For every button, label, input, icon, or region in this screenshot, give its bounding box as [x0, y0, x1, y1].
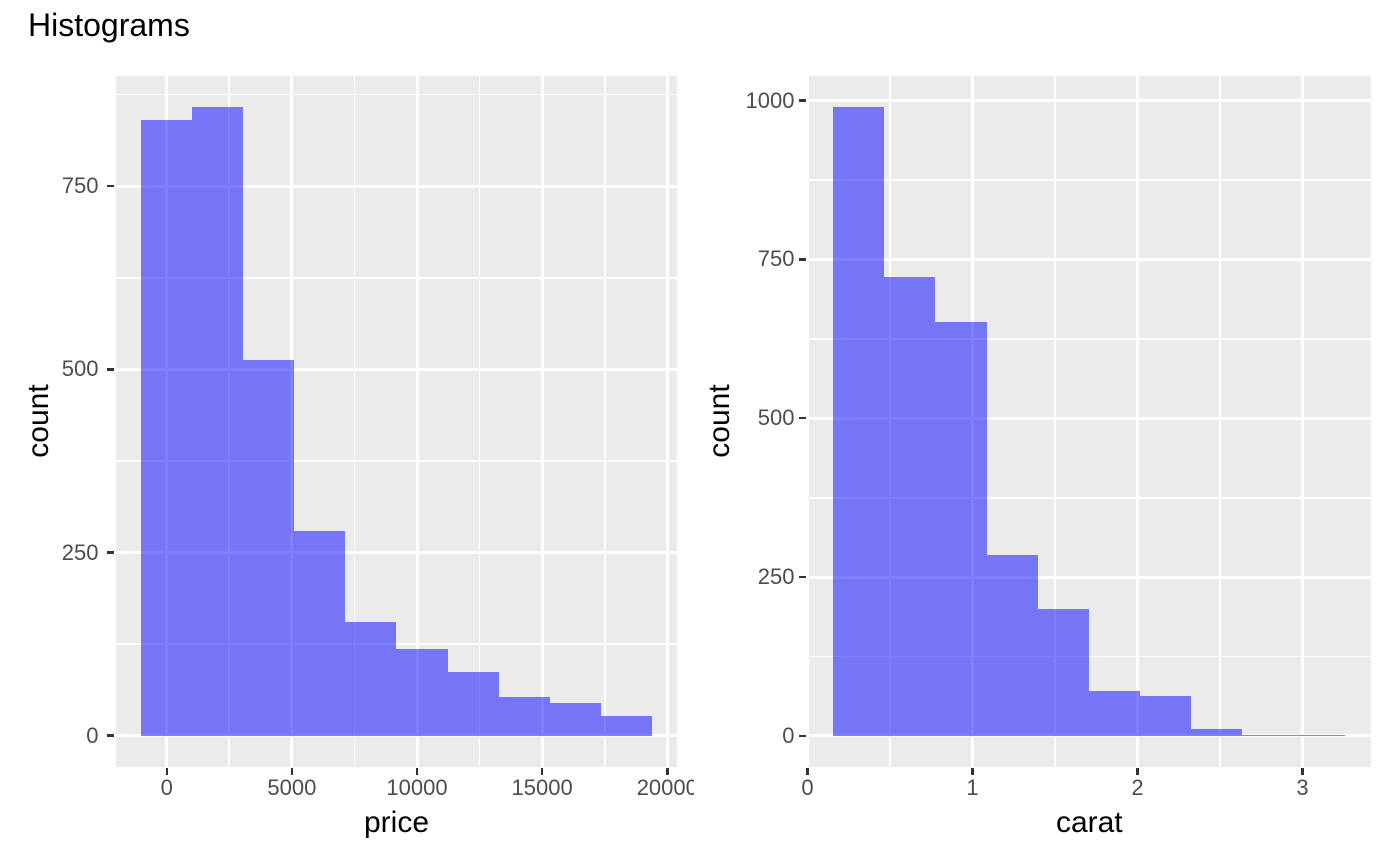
histogram-bar [1242, 734, 1294, 736]
y-tick-mark [799, 99, 806, 102]
x-major-gridline [807, 75, 809, 768]
carat-histogram-plot: count carat 0 1 2 3 0 250 500 750 1000 [700, 0, 1400, 866]
histogram-bar [986, 554, 1038, 736]
y-minor-gridline [115, 460, 678, 462]
histogram-bar [294, 530, 346, 736]
y-tick-mark [799, 416, 806, 420]
x-minor-gridline [1219, 75, 1221, 768]
histogram-bar [1293, 734, 1345, 736]
x-tick-label: 1 [966, 775, 979, 801]
plot-title: Histograms [28, 7, 190, 43]
y-tick-mark [799, 575, 806, 579]
histogram-bar [1037, 608, 1089, 736]
x-tick-mark [806, 768, 809, 775]
y-minor-gridline [115, 276, 678, 279]
y-tick-mark [799, 258, 806, 261]
histogram-bar [549, 703, 601, 736]
price-histogram-plot: count price 0 5000 10000 15000 20000 0 250 500 7… [0, 0, 694, 866]
y-minor-gridline [807, 496, 1371, 499]
x-tick-label: 15000 [511, 775, 573, 801]
histogram-bar [141, 120, 193, 736]
y-tick-label: 500 [757, 405, 795, 431]
x-tick-label: 5000 [267, 775, 317, 801]
y-minor-gridline [807, 337, 1371, 340]
histogram-bar [884, 277, 936, 736]
y-major-gridline [807, 575, 1371, 579]
x-tick-label: 3 [1296, 775, 1309, 801]
x-minor-gridline [353, 75, 356, 768]
x-tick-mark [666, 768, 669, 775]
y-major-gridline [807, 257, 1371, 261]
y-tick-label: 1000 [745, 87, 795, 113]
histogram-bar [498, 696, 550, 736]
y-major-gridline [115, 734, 678, 738]
x-minor-gridline [603, 75, 606, 768]
y-minor-gridline [115, 643, 678, 645]
x-major-gridline [1301, 75, 1305, 768]
x-major-gridline [1136, 75, 1139, 768]
x-major-gridline [415, 75, 419, 768]
histogram-bar [935, 322, 987, 736]
x-tick-label: 2 [1131, 775, 1144, 801]
x-tick-mark [290, 768, 294, 775]
y-minor-gridline [115, 93, 678, 96]
histogram-bar [243, 359, 295, 736]
x-tick-mark [971, 768, 974, 775]
y-tick-mark [107, 734, 114, 737]
histogram-bar [1088, 691, 1140, 736]
histogram-bar [1191, 728, 1243, 736]
y-tick-mark [799, 734, 806, 738]
y-tick-label: 250 [61, 539, 99, 565]
y-tick-label: 0 [782, 722, 795, 748]
y-minor-gridline [807, 179, 1371, 181]
y-major-gridline [115, 367, 678, 371]
histogram-bar [345, 622, 397, 736]
x-tick-label: 0 [801, 775, 814, 801]
y-tick-label: 0 [86, 722, 99, 748]
histogram-bar [192, 106, 244, 736]
y-tick-label: 750 [757, 246, 795, 272]
y-major-gridline [807, 734, 1371, 738]
histogram-bar [1139, 696, 1192, 736]
y-tick-mark [107, 368, 114, 371]
price-plot-x-axis-title: price [363, 806, 430, 839]
histogram-bar [396, 649, 448, 736]
x-tick-mark [415, 768, 419, 775]
y-major-gridline [807, 416, 1371, 420]
price-plot-y-axis-title: count [22, 384, 55, 458]
x-major-gridline [665, 75, 669, 768]
x-tick-label: 10000 [386, 775, 448, 801]
x-major-gridline [540, 75, 544, 768]
y-major-gridline [115, 551, 678, 554]
x-tick-mark [1136, 768, 1139, 775]
histogram-bar [447, 671, 499, 736]
y-minor-gridline [807, 655, 1371, 658]
x-minor-gridline [1054, 75, 1056, 768]
x-tick-label: 20000 [636, 775, 694, 801]
y-tick-label: 500 [61, 356, 99, 382]
x-tick-label: 0 [160, 775, 173, 801]
x-tick-mark [1301, 768, 1304, 775]
x-tick-mark [540, 768, 544, 775]
y-tick-label: 250 [757, 564, 795, 590]
x-minor-gridline [478, 75, 481, 768]
x-tick-mark [165, 768, 168, 775]
carat-plot-x-axis-title: carat [1055, 806, 1123, 839]
y-major-gridline [807, 99, 1371, 103]
y-tick-mark [107, 551, 114, 554]
price-panel [115, 75, 678, 768]
y-tick-mark [107, 184, 114, 188]
y-major-gridline [115, 184, 678, 188]
histogram-bar [600, 715, 652, 736]
y-tick-label: 750 [61, 173, 99, 199]
histogram-bar [833, 106, 885, 736]
carat-panel [807, 75, 1371, 768]
